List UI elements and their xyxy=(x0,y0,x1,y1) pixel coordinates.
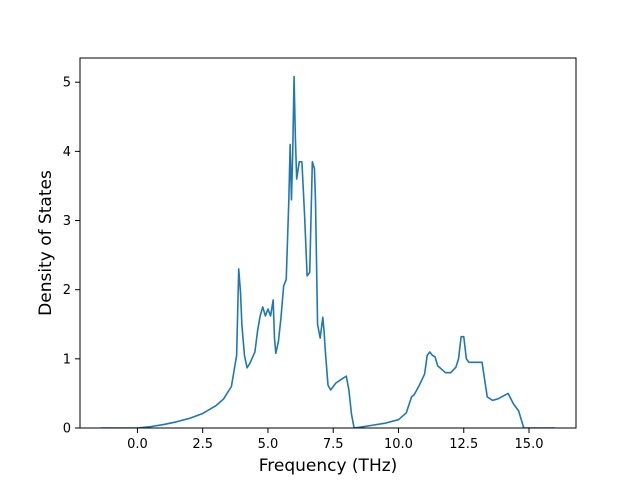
x-axis-label: Frequency (THz) xyxy=(259,456,398,476)
y-axis-label: Density of States xyxy=(36,170,56,316)
x-tick-label: 7.5 xyxy=(323,437,344,452)
y-tick-label: 3 xyxy=(63,214,71,229)
x-tick-label: 10.0 xyxy=(384,437,413,452)
y-tick-label: 1 xyxy=(63,352,71,367)
y-tick-label: 2 xyxy=(63,283,71,298)
y-axis-ticks: 0 1 2 3 4 5 xyxy=(63,76,80,437)
x-tick-label: 5.0 xyxy=(258,437,279,452)
y-tick-label: 5 xyxy=(63,76,71,91)
x-tick-label: 0.0 xyxy=(127,437,148,452)
plot-frame xyxy=(79,57,577,429)
x-tick-label: 12.5 xyxy=(449,437,478,452)
y-tick-label: 4 xyxy=(63,145,71,160)
x-tick-label: 15.0 xyxy=(515,437,544,452)
y-tick-label: 0 xyxy=(63,422,71,437)
dos-series-line xyxy=(100,75,556,428)
x-tick-label: 2.5 xyxy=(192,437,213,452)
x-axis-ticks: 0.0 2.5 5.0 7.5 10.0 12.5 15.0 xyxy=(127,428,543,452)
